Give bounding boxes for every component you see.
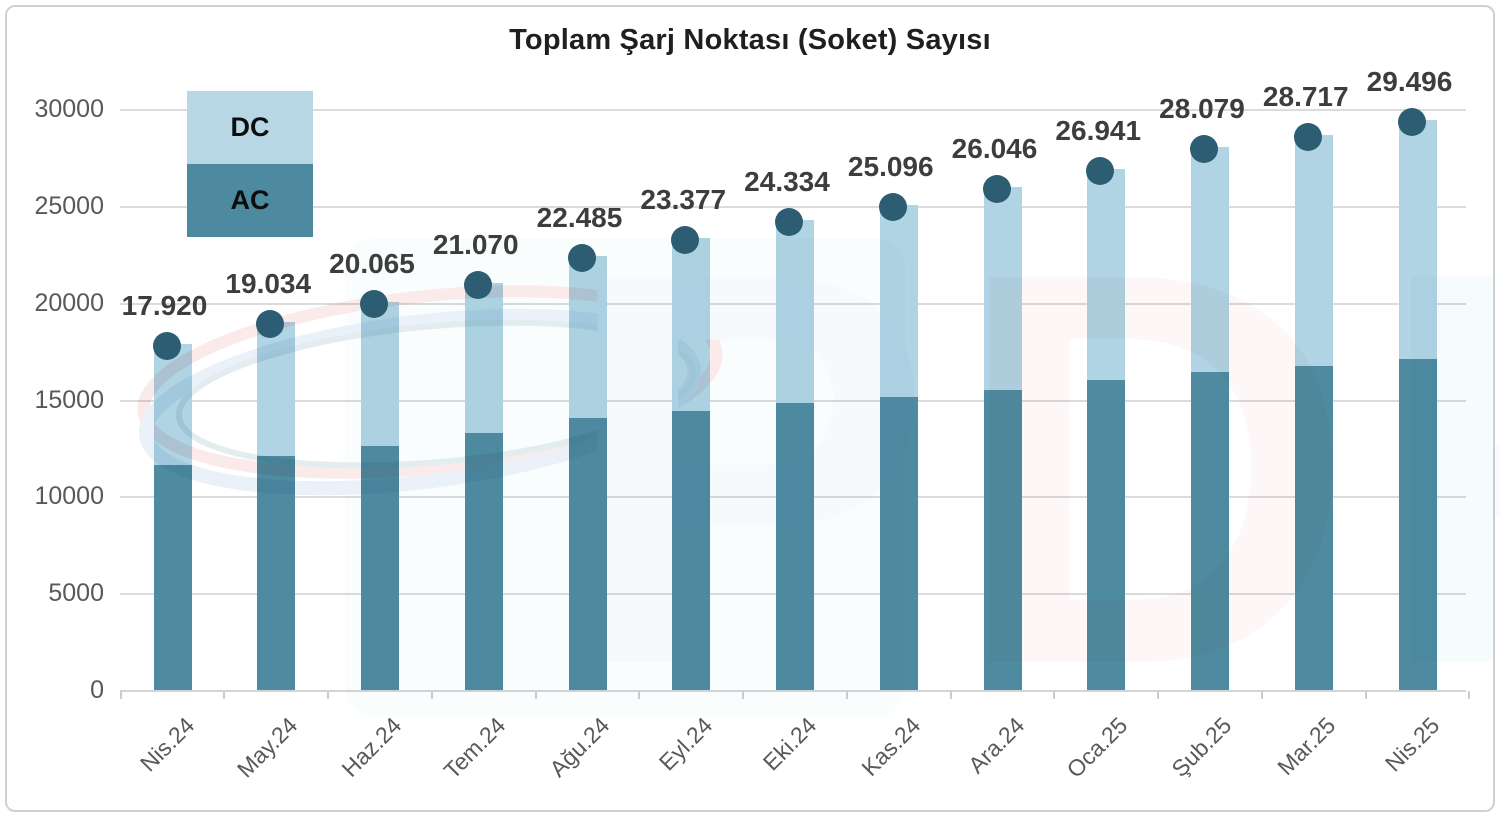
bar-ac-segment-Kas.24 (879, 396, 918, 690)
bar-ac-segment-Tem.24 (464, 433, 503, 690)
x-axis-tick (1053, 691, 1056, 699)
bar-dc-segment-Haz.24 (361, 302, 399, 446)
gridline-30000 (120, 109, 1466, 111)
bar-ac-segment-Oca.25 (1087, 380, 1126, 690)
bar-ac-segment-Nis.25 (1398, 358, 1437, 690)
bar-dc-segment-May.24 (257, 322, 296, 456)
total-marker-Ağu.24 (567, 243, 596, 272)
total-value-label-Oca.25: 26.941 (1055, 115, 1142, 147)
total-value-label-Eki.24: 24.334 (744, 165, 830, 197)
total-value-label-Eyl.24: 23.377 (640, 184, 727, 216)
bar-ac-segment-Mar.25 (1294, 365, 1333, 690)
x-axis-tick (327, 691, 330, 699)
y-axis-tick-label: 20000 (34, 288, 104, 317)
x-axis-tick (742, 691, 745, 699)
x-axis-tick (1157, 691, 1160, 699)
total-marker-Tem.24 (463, 270, 492, 299)
total-marker-Eki.24 (775, 207, 803, 236)
x-axis-tick (534, 691, 537, 699)
total-marker-Mar.25 (1293, 122, 1322, 151)
legend-item-dc: DC (187, 91, 313, 164)
bar-dc-segment-Nis.24 (153, 343, 192, 466)
x-axis-tick (1364, 691, 1367, 699)
x-axis-tick (223, 691, 226, 699)
x-axis-tick (845, 691, 848, 699)
bar-ac-segment-Ağu.24 (568, 417, 607, 690)
bar-ac-segment-Eki.24 (776, 403, 814, 690)
bar-dc-segment-Eyl.24 (672, 238, 711, 412)
gridline-25000 (120, 205, 1466, 208)
x-axis-tick (638, 691, 641, 699)
total-value-label-Kas.24: 25.096 (847, 150, 934, 182)
legend-dc-label: DC (230, 112, 270, 142)
total-marker-Ara.24 (982, 174, 1011, 203)
bar-dc-segment-Kas.24 (879, 204, 918, 397)
y-axis-tick-label: 15000 (34, 385, 104, 414)
bar-dc-segment-Şub.25 (1191, 147, 1229, 373)
total-value-label-Nis.25: 29.496 (1366, 65, 1453, 97)
bar-dc-segment-Ağu.24 (568, 255, 607, 418)
total-value-label-Ara.24: 26.046 (951, 132, 1038, 164)
legend-ac-label: AC (230, 185, 270, 215)
total-marker-Nis.25 (1397, 107, 1426, 136)
y-axis-tick-label: 0 (90, 676, 104, 704)
bar-ac-segment-Nis.24 (153, 465, 192, 690)
bar-dc-segment-Ara.24 (983, 186, 1022, 390)
x-axis-tick (949, 691, 952, 699)
bar-dc-segment-Eki.24 (776, 219, 814, 404)
y-axis-tick-label: 10000 (34, 482, 104, 511)
y-axis-tick-label: 5000 (48, 579, 104, 608)
x-axis-tick (1260, 691, 1263, 699)
x-axis-tick (1468, 691, 1471, 699)
total-marker-Nis.24 (152, 331, 181, 360)
total-marker-Kas.24 (878, 192, 907, 221)
legend-item-ac: AC (187, 164, 313, 237)
bar-ac-segment-Ara.24 (983, 389, 1022, 690)
bar-dc-segment-Nis.25 (1398, 119, 1437, 359)
bar-ac-segment-May.24 (257, 455, 296, 690)
bar-ac-segment-Eyl.24 (672, 411, 711, 690)
bar-ac-segment-Haz.24 (361, 446, 399, 690)
total-value-label-Şub.25: 28.079 (1159, 93, 1245, 125)
y-axis-tick-label: 25000 (34, 191, 104, 220)
total-value-label-Tem.24: 21.070 (432, 228, 519, 260)
bar-ac-segment-Şub.25 (1191, 372, 1229, 690)
bar-dc-segment-Mar.25 (1294, 134, 1333, 366)
x-axis-tick (430, 691, 433, 699)
total-value-label-Ağu.24: 22.485 (536, 201, 623, 233)
legend: DC AC (187, 91, 313, 237)
x-axis-tick (119, 691, 122, 699)
total-marker-Oca.25 (1086, 157, 1115, 186)
bar-dc-segment-Tem.24 (464, 282, 503, 434)
y-axis-tick-label: 30000 (34, 95, 104, 123)
bar-dc-segment-Oca.25 (1087, 169, 1126, 381)
chart-title: Toplam Şarj Noktası (Soket) Sayısı (509, 24, 991, 56)
total-marker-Şub.25 (1190, 135, 1218, 164)
total-value-label-Mar.25: 28.717 (1262, 80, 1349, 112)
x-axis-line (120, 690, 1466, 692)
